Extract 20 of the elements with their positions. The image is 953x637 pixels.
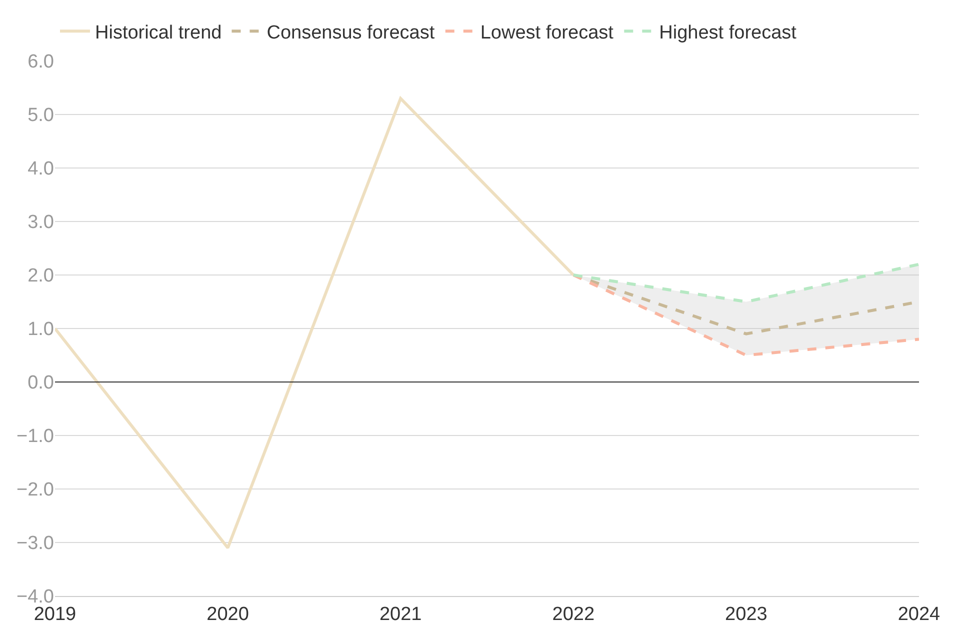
- y-tick-label: 0.0: [28, 372, 54, 394]
- y-tick-label: −1.0: [16, 426, 54, 448]
- legend-label: Historical trend: [95, 22, 222, 44]
- legend-label: Consensus forecast: [266, 22, 436, 44]
- y-tick-label: 1.0: [28, 319, 54, 340]
- y-tick-label: 5.0: [28, 105, 54, 126]
- y-tick-label: 2.0: [28, 266, 54, 287]
- x-tick-label: 2020: [206, 604, 249, 625]
- legend-label: Highest forecast: [659, 22, 798, 44]
- x-tick-label: 2022: [552, 604, 595, 625]
- y-tick-label: −3.0: [16, 533, 54, 554]
- y-tick-label: 6.0: [28, 52, 54, 73]
- x-tick-label: 2021: [379, 604, 422, 625]
- line-series: [55, 96, 575, 550]
- legend-label: Lowest forecast: [480, 22, 614, 44]
- x-tick-label: 2023: [725, 604, 768, 625]
- x-tick-label: 2024: [898, 604, 941, 625]
- y-tick-label: 4.0: [28, 158, 54, 180]
- y-tick-label: −2.0: [16, 480, 54, 501]
- y-tick-label: 3.0: [28, 212, 54, 234]
